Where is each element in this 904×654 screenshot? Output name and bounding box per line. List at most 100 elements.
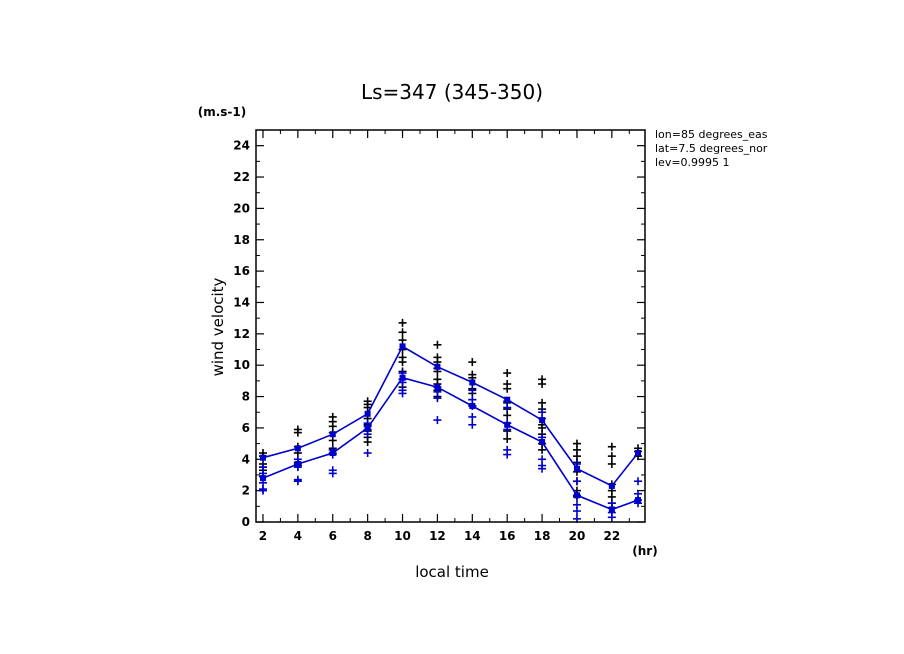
series-point bbox=[434, 384, 441, 391]
scatter-point bbox=[538, 445, 547, 454]
scatter-point bbox=[398, 328, 407, 337]
y-tick-label: 10 bbox=[233, 358, 250, 372]
chart-title: Ls=347 (345-350) bbox=[361, 80, 543, 104]
scatter-point bbox=[634, 477, 643, 486]
series-point bbox=[329, 431, 336, 438]
scatter-point bbox=[607, 442, 616, 451]
series-point bbox=[294, 460, 301, 467]
y-tick-label: 2 bbox=[242, 484, 250, 498]
y-unit-label: (m.s-1) bbox=[198, 105, 247, 119]
x-tick-label: 8 bbox=[363, 529, 371, 543]
x-tick-label: 10 bbox=[394, 529, 411, 543]
scatter-point bbox=[258, 486, 267, 495]
scatter-point bbox=[572, 507, 581, 516]
info-line-lev: lev=0.9995 1 bbox=[655, 156, 730, 169]
scatter-point bbox=[363, 449, 372, 458]
scatter-point bbox=[503, 369, 512, 378]
y-tick-label: 0 bbox=[242, 515, 250, 529]
scatter-point bbox=[328, 469, 337, 478]
series-point bbox=[635, 497, 642, 504]
scatter-point bbox=[503, 384, 512, 393]
x-axis-label: local time bbox=[415, 563, 489, 581]
y-tick-label: 12 bbox=[233, 327, 250, 341]
y-tick-label: 18 bbox=[233, 233, 250, 247]
scatter-point bbox=[468, 420, 477, 429]
series-point bbox=[539, 417, 546, 424]
y-tick-label: 6 bbox=[242, 421, 250, 435]
scatter-point bbox=[503, 434, 512, 443]
scatter-point bbox=[468, 412, 477, 421]
series-point bbox=[504, 421, 511, 428]
scatter-point bbox=[607, 513, 616, 522]
x-tick-label: 22 bbox=[604, 529, 621, 543]
series-point bbox=[608, 482, 615, 489]
lines-layer bbox=[259, 343, 642, 513]
scatter-point bbox=[468, 386, 477, 395]
series-point bbox=[364, 410, 371, 417]
scatter-point bbox=[293, 428, 302, 437]
series-line bbox=[262, 345, 639, 487]
scatter-point bbox=[538, 464, 547, 473]
scatter-point bbox=[398, 336, 407, 345]
series-point bbox=[608, 506, 615, 513]
y-tick-label: 22 bbox=[233, 170, 250, 184]
series-point bbox=[573, 492, 580, 499]
series-point bbox=[504, 396, 511, 403]
plot-frame bbox=[255, 129, 646, 523]
y-tick-label: 14 bbox=[233, 295, 250, 309]
x-tick-label: 6 bbox=[329, 529, 337, 543]
x-tick-label: 14 bbox=[464, 529, 481, 543]
scatter-point bbox=[538, 380, 547, 389]
info-clip-mask bbox=[780, 125, 840, 175]
series-point bbox=[294, 445, 301, 452]
series-point bbox=[573, 465, 580, 472]
scatter-point bbox=[328, 436, 337, 445]
y-tick-label: 20 bbox=[233, 201, 250, 215]
x-tick-label: 20 bbox=[569, 529, 586, 543]
series-point bbox=[434, 363, 441, 370]
scatter-point bbox=[503, 411, 512, 420]
scatter-point bbox=[503, 450, 512, 459]
series-point bbox=[329, 450, 336, 457]
series-point bbox=[259, 454, 266, 461]
y-tick-label: 4 bbox=[242, 452, 250, 466]
series-point bbox=[539, 439, 546, 446]
info-line-lon: lon=85 degrees_eas bbox=[655, 128, 768, 141]
x-tick-label: 16 bbox=[499, 529, 516, 543]
scatter-point bbox=[607, 459, 616, 468]
scatter-point bbox=[398, 318, 407, 327]
scatter-point bbox=[363, 430, 372, 439]
scatter-point bbox=[398, 389, 407, 398]
y-tick-label: 8 bbox=[242, 390, 250, 404]
scatter-point bbox=[293, 477, 302, 486]
scatter-point bbox=[503, 403, 512, 412]
series-point bbox=[399, 343, 406, 350]
series-point bbox=[469, 402, 476, 409]
scatter-point bbox=[398, 358, 407, 367]
y-tick-label: 24 bbox=[233, 139, 250, 153]
info-line-lat: lat=7.5 degrees_nor bbox=[655, 142, 768, 155]
x-tick-label: 12 bbox=[429, 529, 446, 543]
series-point bbox=[399, 374, 406, 381]
scatter-point bbox=[433, 416, 442, 425]
scatter-point bbox=[363, 438, 372, 447]
scatter-point bbox=[433, 340, 442, 349]
x-tick-label: 2 bbox=[259, 529, 267, 543]
scatter-point bbox=[433, 394, 442, 403]
series-point bbox=[259, 475, 266, 482]
series-line bbox=[262, 376, 639, 511]
y-axis-label: wind velocity bbox=[209, 277, 227, 376]
marks-layer bbox=[258, 318, 643, 523]
series-point bbox=[364, 424, 371, 431]
y-tick-label: 16 bbox=[233, 264, 250, 278]
scatter-point bbox=[572, 477, 581, 486]
scatter-point bbox=[607, 452, 616, 461]
series-point bbox=[469, 379, 476, 386]
x-tick-label: 4 bbox=[294, 529, 302, 543]
x-unit-label: (hr) bbox=[632, 544, 657, 558]
scatter-point bbox=[468, 358, 477, 367]
series-point bbox=[635, 450, 642, 457]
x-tick-label: 18 bbox=[534, 529, 551, 543]
